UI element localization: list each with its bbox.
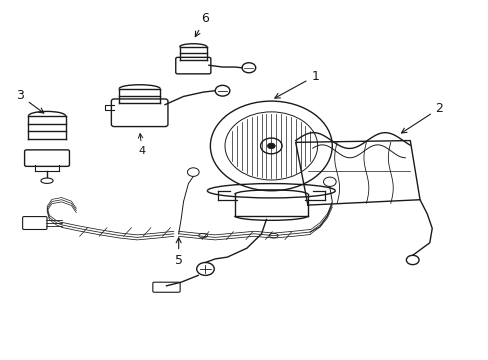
Circle shape xyxy=(267,143,275,149)
Circle shape xyxy=(224,112,317,180)
Circle shape xyxy=(210,101,331,191)
Circle shape xyxy=(260,138,282,154)
FancyBboxPatch shape xyxy=(22,217,47,229)
Ellipse shape xyxy=(41,178,53,183)
Text: 2: 2 xyxy=(401,102,443,133)
Circle shape xyxy=(196,262,214,275)
Ellipse shape xyxy=(198,233,207,238)
FancyBboxPatch shape xyxy=(153,282,180,292)
Circle shape xyxy=(215,85,229,96)
FancyBboxPatch shape xyxy=(24,150,69,166)
Text: 1: 1 xyxy=(274,69,319,98)
Text: 4: 4 xyxy=(138,134,145,156)
FancyBboxPatch shape xyxy=(111,99,167,127)
Text: 5: 5 xyxy=(174,238,183,267)
Circle shape xyxy=(242,63,255,73)
FancyBboxPatch shape xyxy=(175,57,210,74)
Text: 3: 3 xyxy=(16,89,44,113)
Ellipse shape xyxy=(269,233,278,238)
Text: 6: 6 xyxy=(195,12,209,37)
